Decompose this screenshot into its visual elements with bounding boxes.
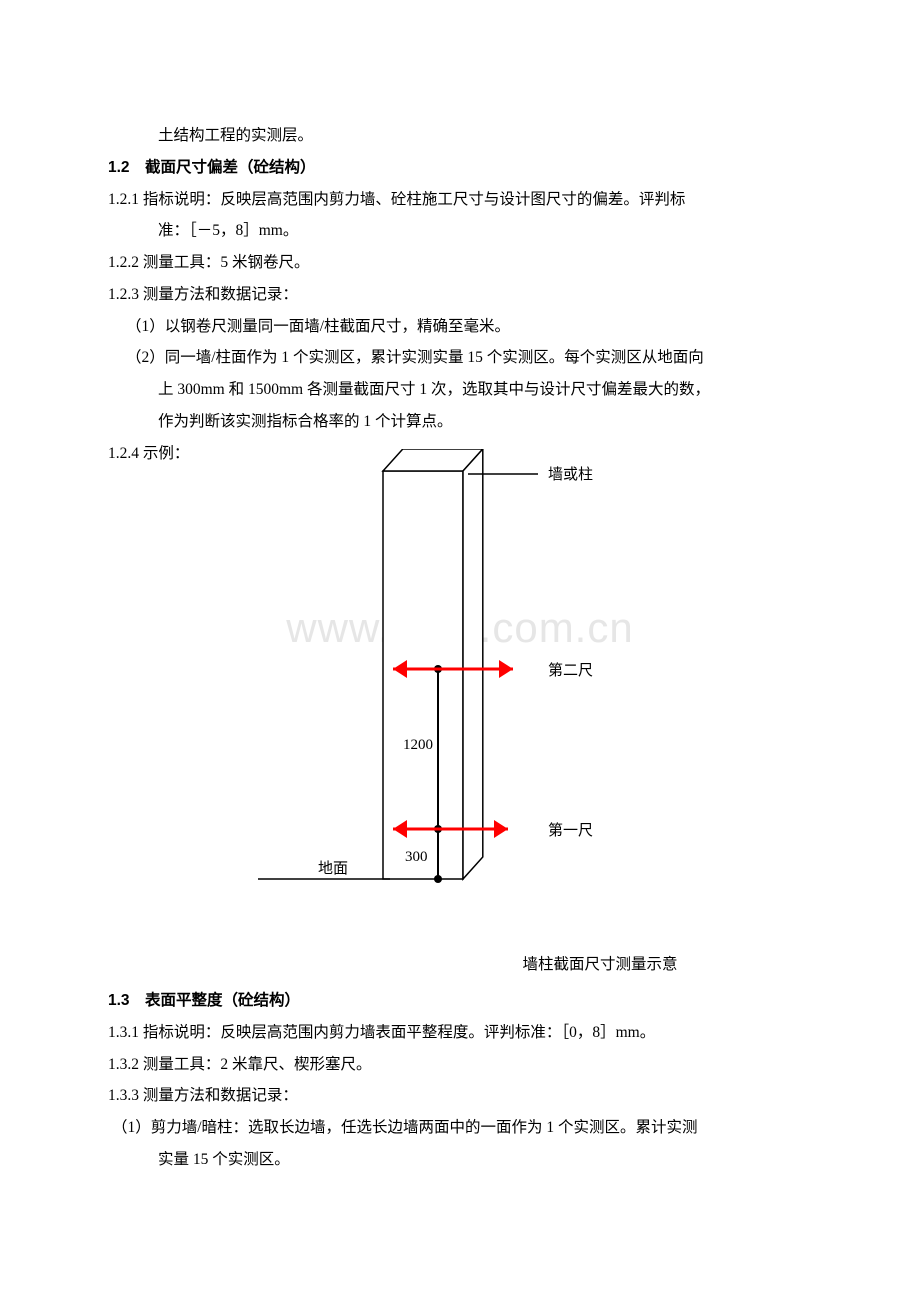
svg-text:300: 300: [405, 849, 428, 865]
para-1-2-3-item2: （2）同一墙/柱面作为 1 个实测区，累计实测实量 15 个实测区。每个实测区从…: [108, 342, 812, 374]
svg-text:第二尺: 第二尺: [548, 661, 593, 679]
svg-text:第一尺: 第一尺: [548, 821, 593, 839]
section-1-2-title: 1.2 截面尺寸偏差（砼结构）: [108, 152, 812, 184]
para-1-2-1: 1.2.1 指标说明：反映层高范围内剪力墙、砼柱施工尺寸与设计图尺寸的偏差。评判…: [108, 184, 812, 216]
page-content: 土结构工程的实测层。 1.2 截面尺寸偏差（砼结构） 1.2.1 指标说明：反映…: [108, 120, 812, 1176]
para-1-2-3-item1: （1）以钢卷尺测量同一面墙/柱截面尺寸，精确至毫米。: [108, 311, 812, 343]
diagram-caption: 墙柱截面尺寸测量示意: [108, 949, 812, 981]
section-1-3-title: 1.3 表面平整度（砼结构）: [108, 985, 812, 1017]
para-1-3-1: 1.3.1 指标说明：反映层高范围内剪力墙表面平整程度。评判标准：［0，8］mm…: [108, 1017, 812, 1049]
svg-text:地面: 地面: [318, 860, 348, 877]
para-1-3-3: 1.3.3 测量方法和数据记录：: [108, 1080, 812, 1112]
continuation-line: 土结构工程的实测层。: [108, 120, 812, 152]
svg-text:1200: 1200: [403, 737, 433, 753]
svg-text:墙或柱: 墙或柱: [548, 466, 593, 483]
para-1-2-3-item2-cont2: 作为判断该实测指标合格率的 1 个计算点。: [108, 406, 812, 438]
para-1-3-2: 1.3.2 测量工具：2 米靠尺、楔形塞尺。: [108, 1049, 812, 1081]
para-1-3-3-item1: （1）剪力墙/暗柱：选取长边墙，任选长边墙两面中的一面作为 1 个实测区。累计实…: [108, 1112, 812, 1144]
column-diagram: 墙或柱 第二尺 第一尺 地面 1200 300: [108, 469, 812, 949]
para-1-2-1-cont: 准：［－5，8］mm。: [108, 215, 812, 247]
para-1-2-3-item2-cont1: 上 300mm 和 1500mm 各测量截面尺寸 1 次，选取其中与设计尺寸偏差…: [108, 374, 812, 406]
para-1-3-3-item1-cont: 实量 15 个实测区。: [108, 1144, 812, 1176]
para-1-2-3: 1.2.3 测量方法和数据记录：: [108, 279, 812, 311]
para-1-2-2: 1.2.2 测量工具：5 米钢卷尺。: [108, 247, 812, 279]
